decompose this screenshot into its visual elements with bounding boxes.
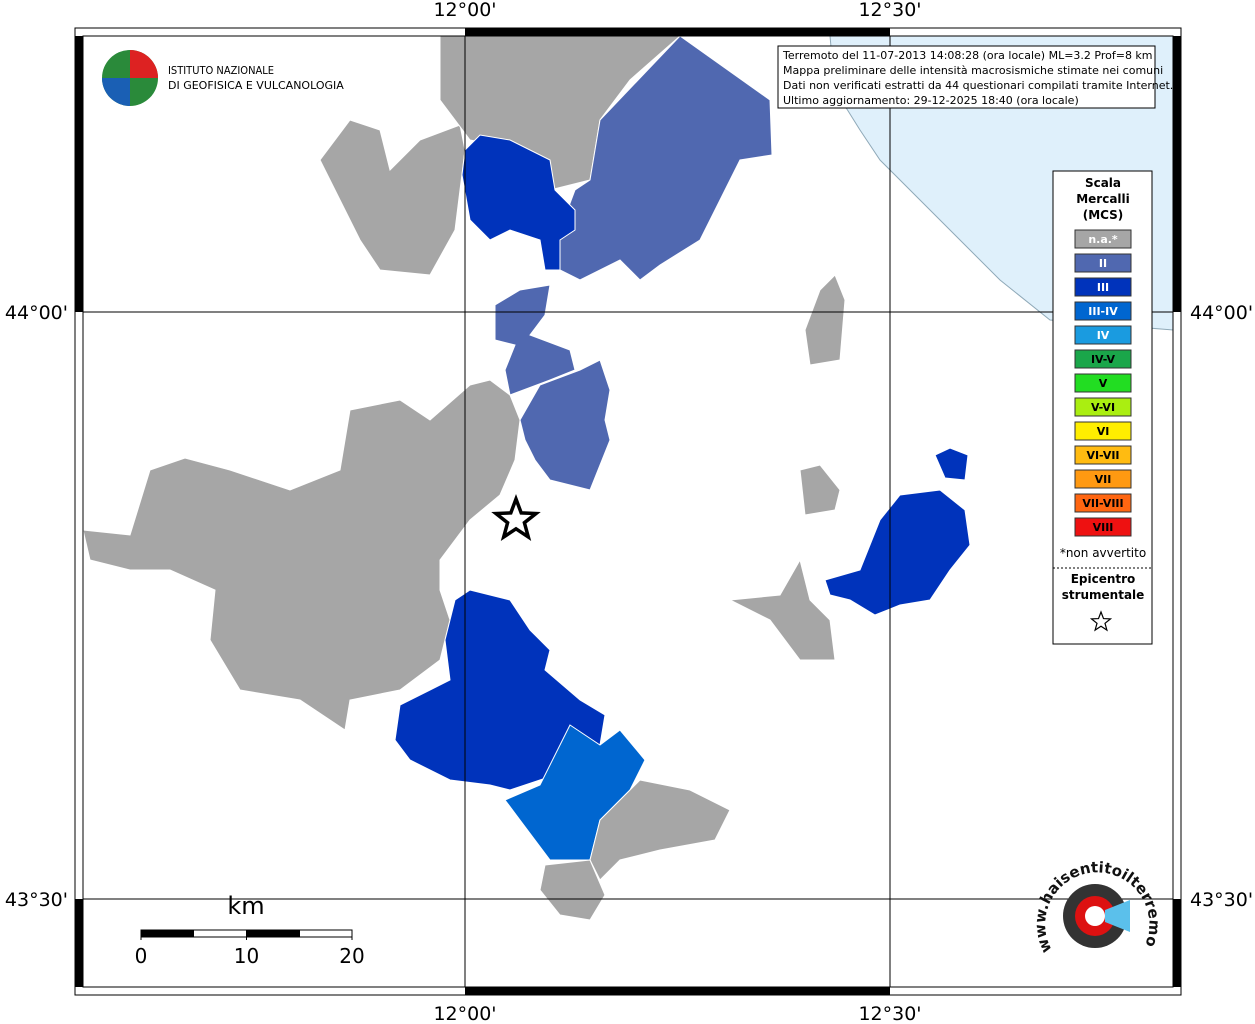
legend-label: VII-VIII [1082,497,1123,510]
region [519,359,611,491]
logo-text: ISTITUTO NAZIONALE [168,64,274,77]
info-line: Ultimo aggiornamento: 29-12-2025 18:40 (… [783,94,1079,107]
region [559,35,773,281]
region [82,379,521,731]
regions [82,35,971,921]
region [539,859,606,921]
scale-tick-label: 10 [234,944,259,968]
region [728,558,836,661]
legend-title: Scala [1085,176,1121,190]
legend-swatch [1074,397,1132,417]
lon-label: 12°00' [433,0,496,21]
legend-swatch [1074,445,1132,465]
legend-label: V [1099,377,1108,390]
frame [74,27,1182,996]
legend-swatch [1074,373,1132,393]
legend-swatch [1074,301,1132,321]
info-box: Terremoto del 11-07-2013 14:08:28 (ora l… [777,45,1173,109]
region [934,447,969,481]
ingv-logo: ISTITUTO NAZIONALE DI GEOFISICA E VULCAN… [102,50,344,106]
legend-swatch [1074,421,1132,441]
legend-swatch [1074,349,1132,369]
logo-globe [130,50,158,78]
legend-label: III-IV [1088,305,1118,318]
scale-tick-label: 20 [339,944,364,968]
scale-unit: km [227,892,264,920]
legend-label: III [1097,281,1109,294]
region [589,779,731,881]
legend-label: IV-V [1091,353,1116,366]
lon-label: 12°00' [433,1003,496,1024]
frame-band [1173,36,1181,312]
scale-bar: km 0 10 20 [135,892,365,968]
legend-label: VIII [1093,521,1114,534]
legend-swatch [1074,325,1132,345]
region [799,464,841,516]
legend-swatch [1074,469,1132,489]
info-line: Terremoto del 11-07-2013 14:08:28 (ora l… [782,49,1153,62]
legend-label: II [1099,257,1107,270]
legend-epicenter: Epicentro [1071,572,1136,586]
legend-label: V-VI [1091,401,1115,414]
lat-label: 43°30' [5,889,68,911]
info-frame [777,45,1156,109]
legend-label: n.a.* [1088,233,1118,246]
logo-speaker [1105,900,1130,932]
legend-label: IV [1097,329,1110,342]
scale-segment [247,930,300,937]
frame-band [75,899,83,987]
logo-text: DI GEOFISICA E VULCANOLOGIA [168,79,344,92]
legend-epicenter: strumentale [1062,588,1145,602]
legend-swatch [1074,277,1132,297]
legend-swatch [1074,493,1132,513]
scale-tick-label: 0 [135,944,148,968]
legend-label: VI [1097,425,1110,438]
legend-swatch [1074,253,1132,273]
legend-label: VII [1095,473,1112,486]
logo-globe [102,78,130,106]
legend-swatch [1074,229,1132,249]
logo-target [1085,906,1105,926]
legend-note: *non avvertito [1060,546,1146,560]
region [824,489,971,616]
region [439,35,682,191]
lat-label: 44°00' [5,302,68,324]
lon-label: 12°30' [858,1003,921,1024]
frame-band [465,987,890,995]
frame-band [1173,899,1181,987]
epicenter [491,494,541,542]
frame-band [75,36,83,312]
legend-swatch [1074,517,1132,537]
lon-label: 12°30' [858,0,921,21]
legend-title: Mercalli [1076,192,1130,206]
region [461,134,576,271]
info-line: Dati non verificati estratti da 44 quest… [783,79,1173,92]
legend: Scala Mercalli (MCS) *non avvertito Epic… [1052,170,1153,645]
info-line: Mappa preliminare delle intensità macros… [783,64,1163,77]
legend-star [1089,610,1113,632]
lat-label: 43°30' [1190,889,1253,911]
legend-label: VI-VII [1086,449,1119,462]
graticule [83,36,1173,987]
legend-title: (MCS) [1083,208,1124,222]
frame-band [465,28,890,36]
region [804,274,846,366]
region [394,589,606,791]
scale-segment [141,930,194,937]
lat-label: 44°00' [1190,302,1253,324]
